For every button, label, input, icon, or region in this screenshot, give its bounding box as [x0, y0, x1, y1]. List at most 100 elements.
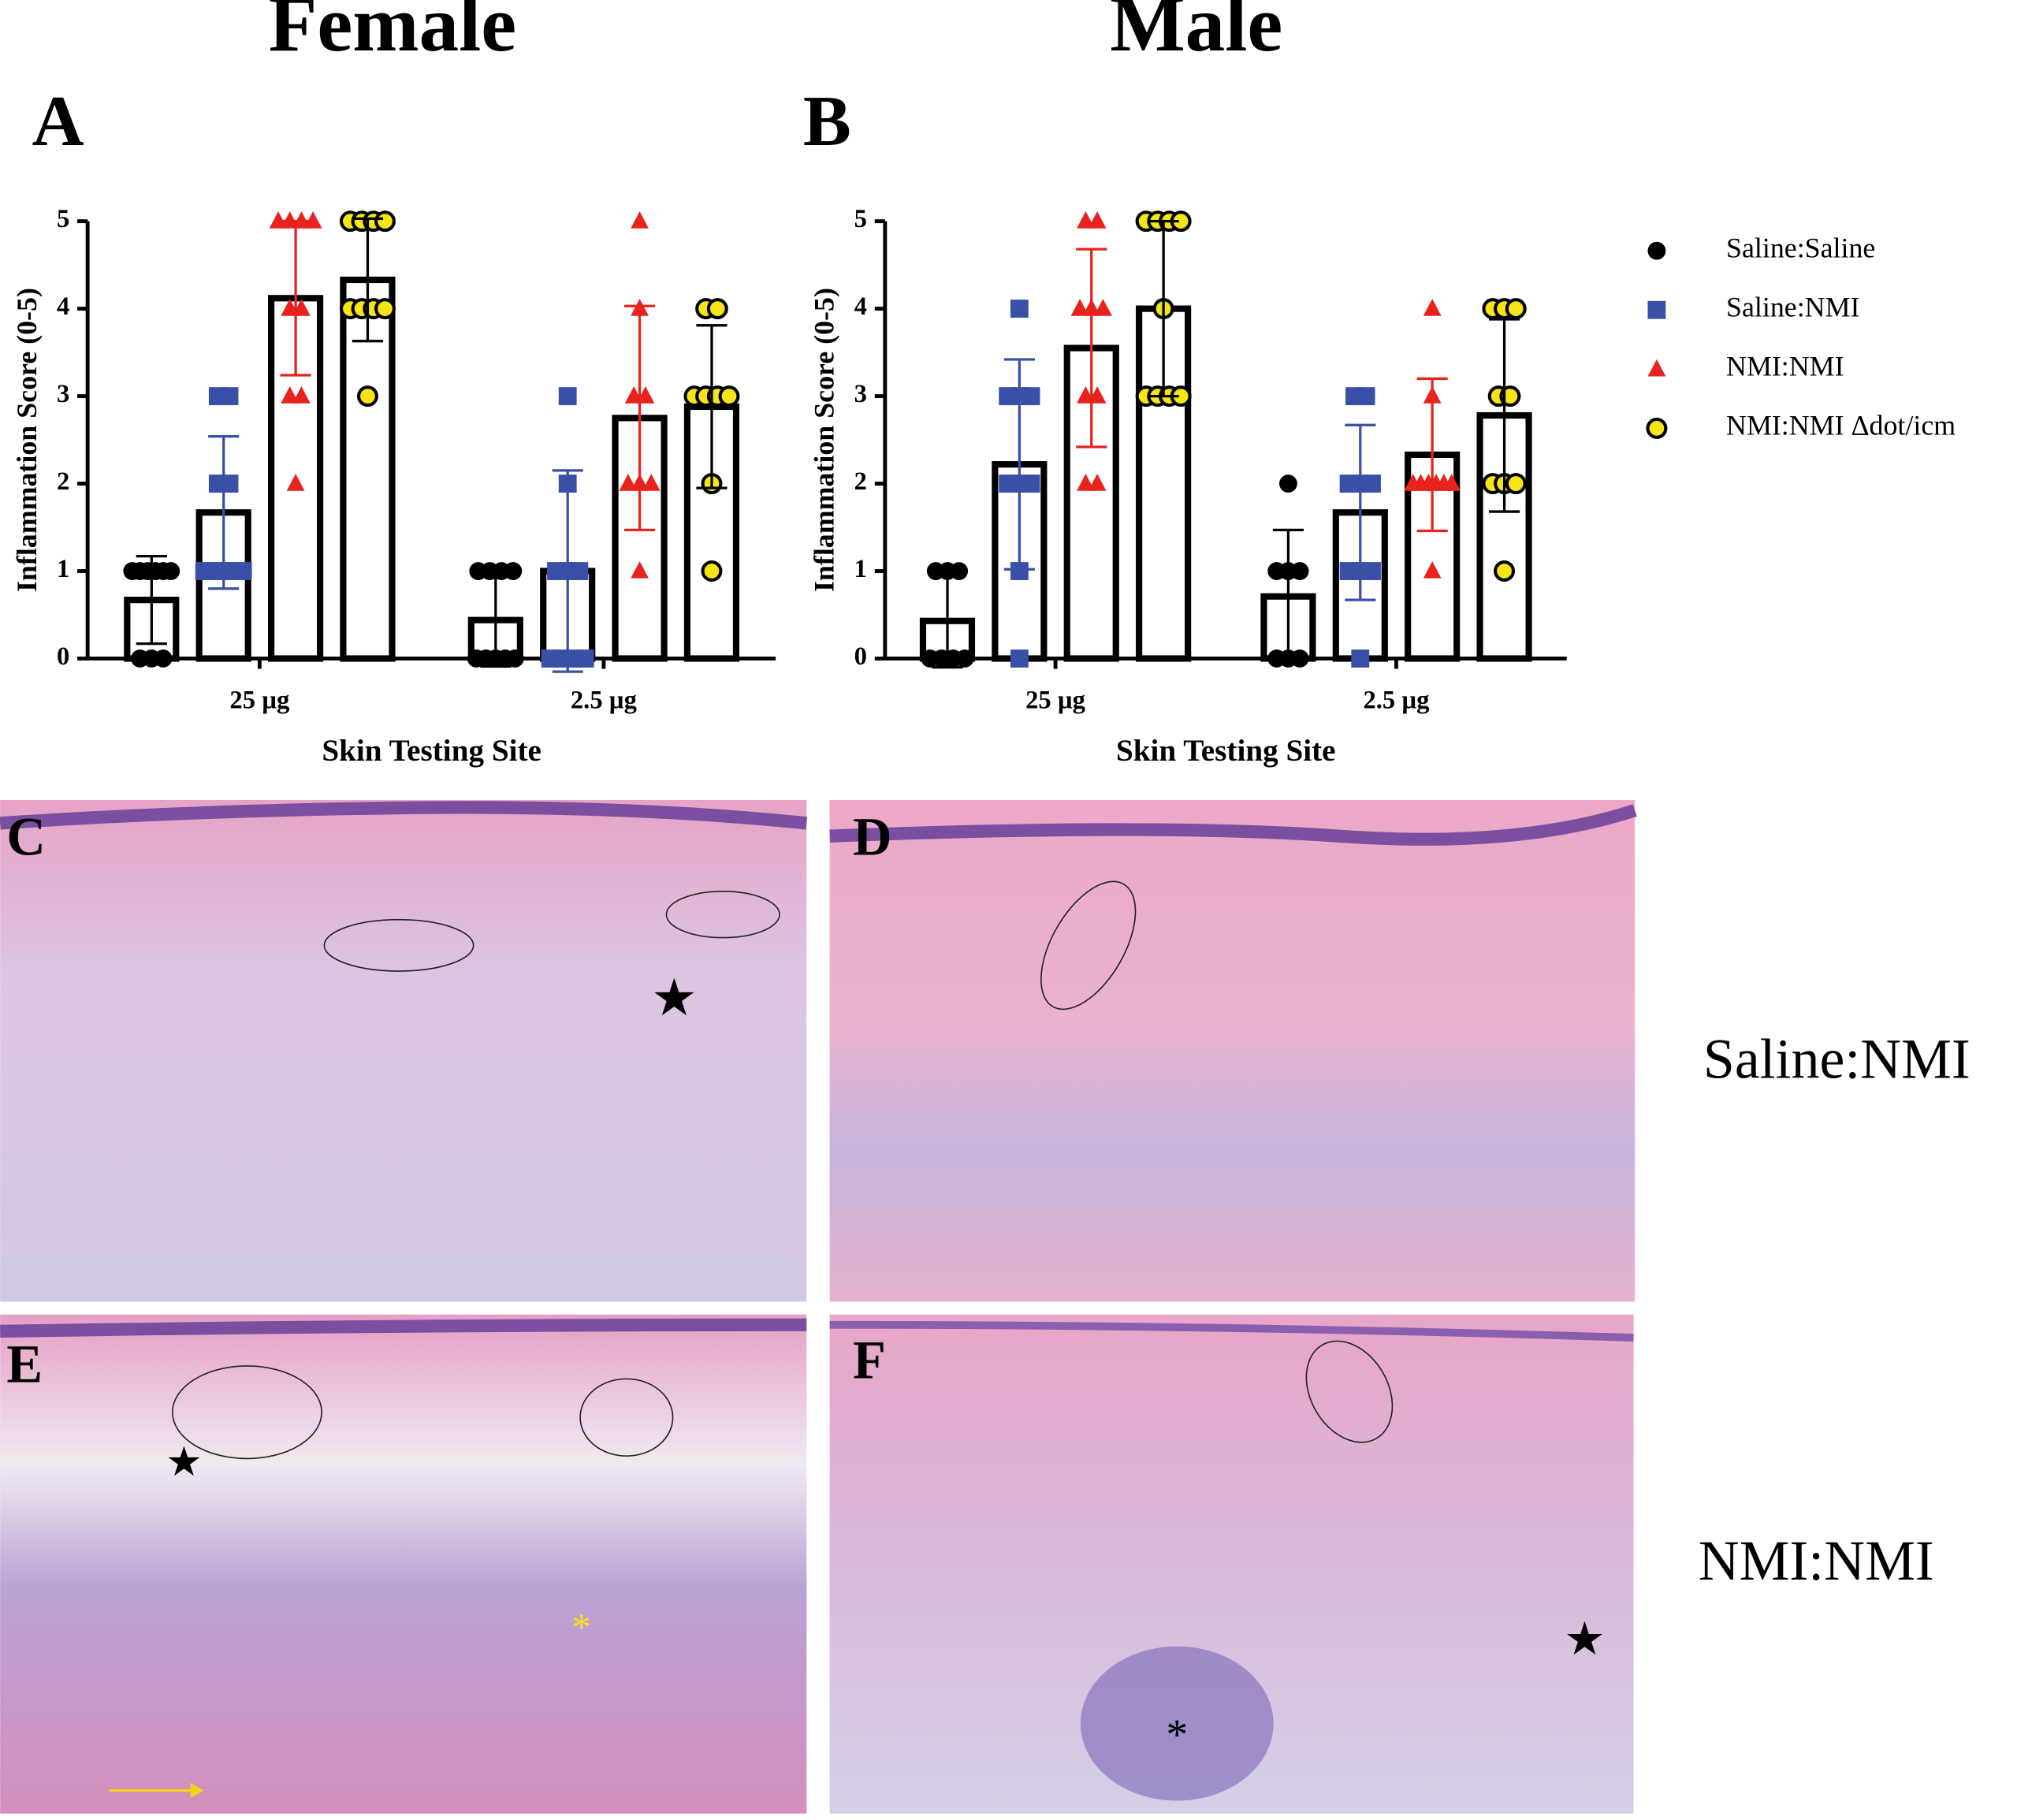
- data-point: [1423, 560, 1442, 579]
- legend-marker: [1647, 241, 1666, 260]
- y-tick-label: 1: [57, 555, 69, 583]
- error-bar: [1345, 423, 1376, 601]
- data-point: [642, 473, 661, 491]
- data-point: [233, 562, 252, 580]
- legend-label: Saline:Saline: [1726, 232, 1875, 263]
- data-point: [374, 298, 396, 320]
- asterisk-marker: *: [1166, 1711, 1188, 1759]
- panel-label: A: [32, 81, 84, 161]
- y-tick-label: 2: [57, 467, 69, 496]
- x-tick-label: 2.5 µg: [571, 686, 637, 714]
- error-bar: [208, 435, 240, 590]
- row-label: NMI:NMI: [1699, 1529, 1934, 1592]
- data-point: [1278, 475, 1297, 493]
- star-marker: ★: [1564, 1613, 1606, 1665]
- data-point: [1022, 387, 1040, 406]
- y-tick-label: 3: [57, 380, 69, 408]
- data-point: [631, 211, 649, 229]
- annotation-ellipse: [1040, 880, 1137, 1010]
- data-point: [1010, 562, 1029, 580]
- data-point: [374, 210, 396, 233]
- data-point: [269, 211, 288, 229]
- data-point: [575, 649, 594, 668]
- data-point: [286, 473, 305, 491]
- data-point: [1505, 298, 1527, 320]
- histology-image: [0, 1314, 807, 1814]
- y-tick-label: 5: [854, 205, 867, 233]
- data-point: [281, 386, 300, 404]
- data-point: [1356, 387, 1375, 406]
- x-axis-label: Skin Testing Site: [322, 734, 541, 768]
- data-point: [1076, 473, 1095, 491]
- y-tick-label: 0: [854, 642, 867, 671]
- panel-label: C: [6, 807, 45, 867]
- data-point: [1088, 473, 1107, 491]
- data-point: [1070, 299, 1089, 316]
- legend-marker: [1647, 300, 1666, 319]
- legend-label: Saline:NMI: [1726, 291, 1859, 322]
- annotation-ellipse: [1305, 1340, 1394, 1443]
- data-point: [1363, 475, 1381, 493]
- epidermis: [0, 801, 808, 830]
- data-point: [1022, 475, 1040, 493]
- legend-marker: [1646, 417, 1668, 439]
- epidermis: [829, 804, 1637, 846]
- data-point: [1505, 473, 1527, 495]
- star-marker: ★: [651, 970, 698, 1027]
- x-axis-label: Skin Testing Site: [1116, 734, 1336, 768]
- epidermis: [0, 1318, 807, 1338]
- y-tick-label: 4: [57, 292, 69, 321]
- panel-label: E: [6, 1334, 43, 1394]
- data-point: [356, 385, 378, 408]
- error-bar: [1003, 358, 1035, 571]
- histology-image: [0, 799, 807, 1302]
- x-tick-label: 25 µg: [1025, 686, 1085, 714]
- data-point: [303, 211, 322, 229]
- data-point: [701, 560, 723, 582]
- legend-marker: [1647, 359, 1666, 377]
- y-axis-label: Inflammation Score (0-5): [809, 288, 840, 592]
- data-point: [1088, 211, 1107, 229]
- y-tick-label: 1: [854, 555, 867, 583]
- data-point: [1010, 649, 1029, 668]
- error-bar: [623, 304, 656, 531]
- error-bar: [480, 572, 512, 668]
- annotation-ellipse: [323, 918, 474, 972]
- data-point: [505, 649, 524, 668]
- panel-label: D: [853, 807, 891, 867]
- infiltrate: [1080, 1646, 1274, 1801]
- data-point: [1423, 299, 1442, 316]
- data-point: [718, 385, 740, 408]
- error-bar: [932, 573, 963, 669]
- error-bar: [1076, 248, 1107, 448]
- legend-label: NMI:NMI: [1726, 351, 1844, 382]
- data-point: [1494, 560, 1516, 582]
- data-point: [1363, 562, 1381, 580]
- panel-label: F: [853, 1331, 886, 1390]
- data-point: [706, 298, 728, 320]
- data-point: [570, 562, 589, 580]
- data-point: [1076, 211, 1095, 229]
- data-point: [619, 473, 638, 491]
- error-bar: [352, 217, 384, 343]
- data-point: [1094, 299, 1112, 316]
- data-point: [1076, 386, 1095, 404]
- data-point: [220, 387, 239, 406]
- annotation-ellipse: [579, 1378, 674, 1457]
- error-bar: [280, 220, 311, 377]
- error-bar: [1416, 377, 1448, 533]
- data-point: [631, 560, 649, 579]
- data-point: [162, 562, 180, 580]
- data-point: [154, 649, 173, 668]
- y-tick-label: 3: [854, 380, 867, 408]
- epidermis: [829, 1320, 1634, 1342]
- data-point: [1290, 562, 1309, 580]
- x-tick-label: 25 µg: [229, 686, 289, 714]
- error-bar: [696, 324, 728, 489]
- data-point: [950, 562, 969, 580]
- data-point: [558, 387, 577, 406]
- data-point: [1442, 473, 1461, 491]
- data-point: [292, 386, 311, 404]
- histology-image: [829, 799, 1636, 1302]
